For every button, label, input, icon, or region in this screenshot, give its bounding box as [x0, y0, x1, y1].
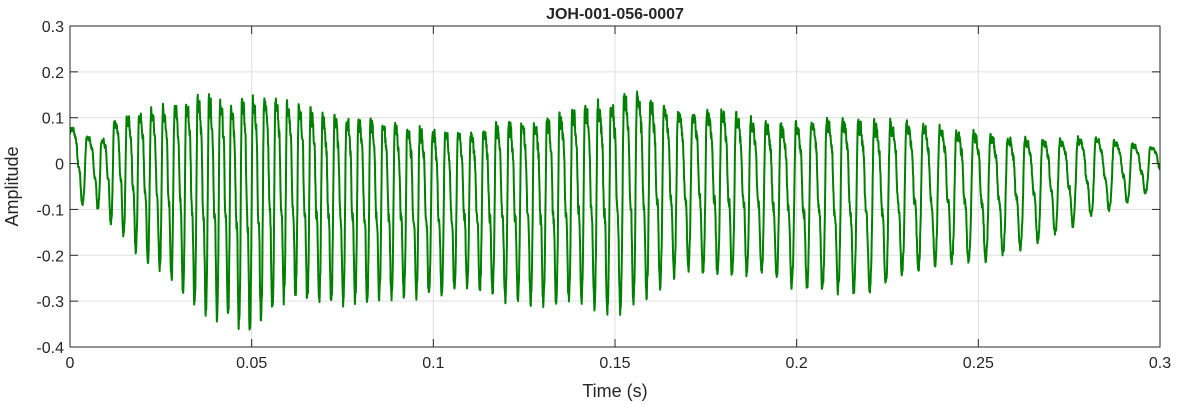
y-tick-label: 0.2	[42, 65, 64, 82]
axis-ticks: 0 0.05 0.1 0.15 0.2 0.25 0.3 0.3 0.2 0.1 0 -0.1 -0.2…	[36, 19, 1171, 372]
x-tick-label: 0.3	[1149, 355, 1171, 372]
x-tick-label: 0.25	[963, 355, 994, 372]
plot-area	[70, 90, 1160, 331]
chart-title: JOH-001-056-0007	[546, 6, 684, 23]
x-tick-label: 0.15	[599, 355, 630, 372]
x-axis-label: Time (s)	[582, 381, 647, 401]
y-tick-label: -0.1	[36, 202, 64, 219]
y-tick-label: 0.1	[42, 111, 64, 128]
x-tick-label: 0.1	[422, 355, 444, 372]
waveform-line	[70, 90, 1160, 331]
y-tick-label: 0.3	[42, 19, 64, 36]
x-tick-label: 0.2	[786, 355, 808, 372]
y-tick-label: -0.4	[36, 340, 64, 357]
x-tick-label: 0	[66, 355, 75, 372]
y-tick-label: -0.3	[36, 294, 64, 311]
y-axis-label: Amplitude	[2, 146, 22, 226]
y-tick-label: 0	[55, 157, 64, 174]
y-tick-label: -0.2	[36, 248, 64, 265]
x-tick-label: 0.05	[236, 355, 267, 372]
